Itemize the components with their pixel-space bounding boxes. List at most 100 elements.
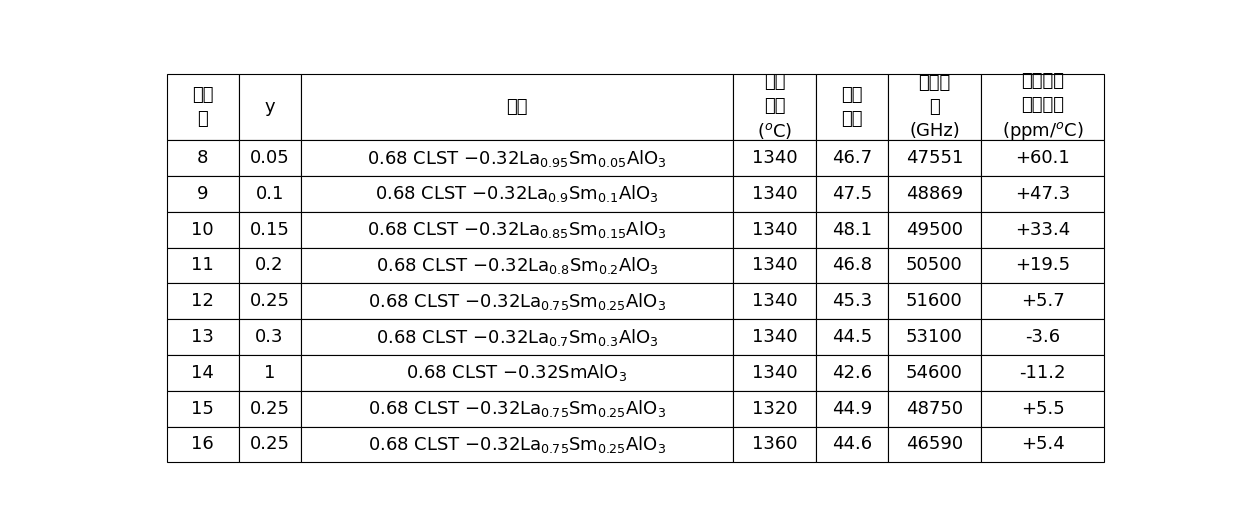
Text: 0.68 CLST $-$0.32La$_{0.85}$Sm$_{0.15}$AlO$_3$: 0.68 CLST $-$0.32La$_{0.85}$Sm$_{0.15}$A… xyxy=(367,219,667,240)
Text: 1360: 1360 xyxy=(751,435,797,453)
Bar xyxy=(238,176,300,212)
Text: 1: 1 xyxy=(264,364,275,382)
Text: 47551: 47551 xyxy=(905,149,963,167)
Bar xyxy=(166,74,238,140)
Text: 1320: 1320 xyxy=(751,400,797,418)
Bar xyxy=(888,284,981,319)
Text: 53100: 53100 xyxy=(906,328,962,346)
Text: +47.3: +47.3 xyxy=(1016,185,1070,203)
Bar xyxy=(888,140,981,176)
Text: y: y xyxy=(264,98,275,116)
Text: 1340: 1340 xyxy=(751,364,797,382)
Bar xyxy=(166,355,238,391)
Bar xyxy=(816,355,888,391)
Bar xyxy=(816,284,888,319)
Text: 16: 16 xyxy=(191,435,215,453)
Bar xyxy=(166,176,238,212)
Bar xyxy=(166,284,238,319)
Bar xyxy=(981,284,1105,319)
Text: 46.7: 46.7 xyxy=(832,149,872,167)
Bar xyxy=(816,140,888,176)
Text: 0.68 CLST $-$0.32La$_{0.75}$Sm$_{0.25}$AlO$_3$: 0.68 CLST $-$0.32La$_{0.75}$Sm$_{0.25}$A… xyxy=(368,291,666,312)
Text: 谐振频率
温度系数
(ppm/$^{o}$C): 谐振频率 温度系数 (ppm/$^{o}$C) xyxy=(1002,72,1084,142)
Bar xyxy=(888,426,981,463)
Text: 0.25: 0.25 xyxy=(249,292,290,310)
Bar xyxy=(981,247,1105,284)
Text: +33.4: +33.4 xyxy=(1016,221,1070,238)
Bar xyxy=(981,212,1105,247)
Text: 0.68 CLST $-$0.32La$_{0.8}$Sm$_{0.2}$AlO$_3$: 0.68 CLST $-$0.32La$_{0.8}$Sm$_{0.2}$AlO… xyxy=(376,255,658,276)
Text: 46.8: 46.8 xyxy=(832,256,872,275)
Bar xyxy=(888,176,981,212)
Text: 1340: 1340 xyxy=(751,292,797,310)
Text: +60.1: +60.1 xyxy=(1016,149,1070,167)
Bar xyxy=(981,74,1105,140)
Text: 0.2: 0.2 xyxy=(255,256,284,275)
Bar xyxy=(238,140,300,176)
Text: 44.6: 44.6 xyxy=(832,435,872,453)
Bar xyxy=(300,176,733,212)
Bar xyxy=(238,212,300,247)
Text: 0.25: 0.25 xyxy=(249,435,290,453)
Bar xyxy=(981,176,1105,212)
Text: 11: 11 xyxy=(191,256,215,275)
Text: 0.3: 0.3 xyxy=(255,328,284,346)
Text: 0.68 CLST $-$0.32La$_{0.95}$Sm$_{0.05}$AlO$_3$: 0.68 CLST $-$0.32La$_{0.95}$Sm$_{0.05}$A… xyxy=(367,148,667,168)
Bar xyxy=(238,247,300,284)
Bar xyxy=(166,140,238,176)
Bar xyxy=(888,391,981,426)
Text: 0.68 CLST $-$0.32SmAlO$_3$: 0.68 CLST $-$0.32SmAlO$_3$ xyxy=(407,362,627,383)
Text: +5.4: +5.4 xyxy=(1021,435,1064,453)
Bar xyxy=(816,319,888,355)
Bar xyxy=(733,74,816,140)
Text: 1340: 1340 xyxy=(751,328,797,346)
Bar xyxy=(166,212,238,247)
Text: 54600: 54600 xyxy=(906,364,962,382)
Text: +5.7: +5.7 xyxy=(1021,292,1064,310)
Bar xyxy=(733,247,816,284)
Bar xyxy=(238,426,300,463)
Text: 1340: 1340 xyxy=(751,221,797,238)
Text: -11.2: -11.2 xyxy=(1019,364,1066,382)
Bar xyxy=(238,391,300,426)
Bar xyxy=(733,391,816,426)
Bar xyxy=(888,212,981,247)
Bar xyxy=(300,319,733,355)
Bar xyxy=(816,74,888,140)
Text: 9: 9 xyxy=(197,185,208,203)
Text: 45.3: 45.3 xyxy=(832,292,872,310)
Bar xyxy=(733,355,816,391)
Text: +19.5: +19.5 xyxy=(1016,256,1070,275)
Text: 1340: 1340 xyxy=(751,185,797,203)
Text: 47.5: 47.5 xyxy=(832,185,872,203)
Bar xyxy=(166,319,238,355)
Bar xyxy=(816,391,888,426)
Bar xyxy=(300,355,733,391)
Text: 烧结
温度
($^{o}$C): 烧结 温度 ($^{o}$C) xyxy=(756,73,792,141)
Text: 0.15: 0.15 xyxy=(249,221,289,238)
Bar xyxy=(733,140,816,176)
Text: 50500: 50500 xyxy=(906,256,962,275)
Bar xyxy=(888,355,981,391)
Text: -3.6: -3.6 xyxy=(1025,328,1060,346)
Bar xyxy=(888,319,981,355)
Text: 48750: 48750 xyxy=(906,400,963,418)
Text: 1340: 1340 xyxy=(751,256,797,275)
Text: 44.9: 44.9 xyxy=(832,400,872,418)
Text: 10: 10 xyxy=(191,221,215,238)
Text: 0.05: 0.05 xyxy=(249,149,289,167)
Bar xyxy=(981,391,1105,426)
Bar xyxy=(733,284,816,319)
Bar xyxy=(981,319,1105,355)
Bar xyxy=(166,426,238,463)
Bar xyxy=(816,426,888,463)
Bar xyxy=(300,284,733,319)
Text: 实施
例: 实施 例 xyxy=(192,86,213,128)
Text: 品质因
数
(GHz): 品质因 数 (GHz) xyxy=(909,74,960,140)
Text: 介电
常数: 介电 常数 xyxy=(841,86,863,128)
Text: +5.5: +5.5 xyxy=(1021,400,1064,418)
Bar xyxy=(238,319,300,355)
Bar xyxy=(300,247,733,284)
Bar xyxy=(733,212,816,247)
Bar xyxy=(238,284,300,319)
